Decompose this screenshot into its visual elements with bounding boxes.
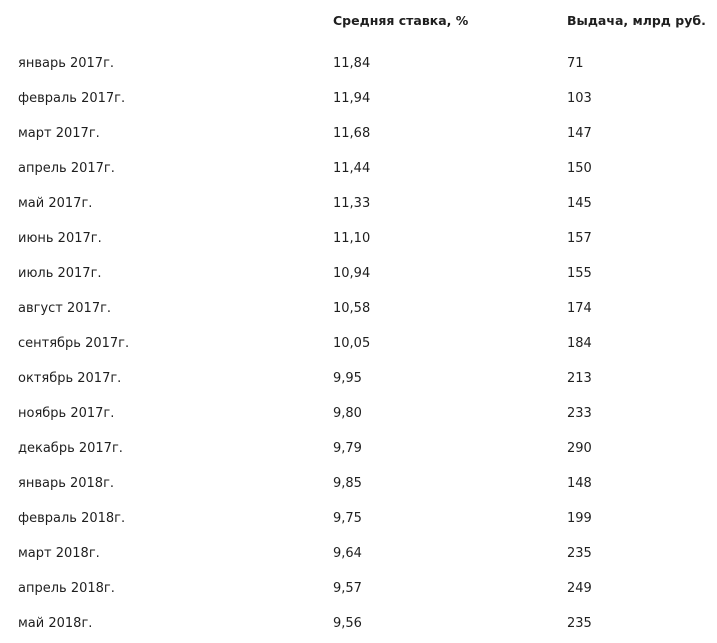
cell-volume: 235 (567, 616, 592, 631)
cell-month: апрель 2018г. (18, 581, 115, 596)
cell-rate: 9,80 (333, 406, 362, 421)
cell-rate: 10,94 (333, 266, 371, 281)
table-row: июнь 2017г. 11,10 157 (0, 223, 717, 258)
cell-volume: 290 (567, 441, 592, 456)
cell-rate: 11,84 (333, 56, 371, 71)
cell-rate: 9,64 (333, 546, 362, 561)
cell-rate: 9,95 (333, 371, 362, 386)
cell-volume: 235 (567, 546, 592, 561)
cell-month: октябрь 2017г. (18, 371, 122, 386)
cell-volume: 174 (567, 301, 592, 316)
cell-month: сентябрь 2017г. (18, 336, 130, 351)
cell-month: январь 2018г. (18, 476, 115, 491)
table-row: февраль 2018г. 9,75 199 (0, 503, 717, 538)
table-header-row: Средняя ставка, % Выдача, млрд руб. (0, 0, 717, 35)
table-body: январь 2017г. 11,84 71 февраль 2017г. 11… (0, 48, 717, 643)
table-row: март 2018г. 9,64 235 (0, 538, 717, 573)
cell-rate: 11,44 (333, 161, 371, 176)
cell-rate: 9,56 (333, 616, 362, 631)
cell-rate: 11,68 (333, 126, 371, 141)
header-average-rate: Средняя ставка, % (333, 13, 469, 28)
table-row: май 2018г. 9,56 235 (0, 608, 717, 643)
cell-rate: 9,79 (333, 441, 362, 456)
cell-month: март 2018г. (18, 546, 100, 561)
cell-volume: 157 (567, 231, 592, 246)
table-row: август 2017г. 10,58 174 (0, 293, 717, 328)
cell-rate: 11,94 (333, 91, 371, 106)
cell-volume: 147 (567, 126, 592, 141)
cell-month: декабрь 2017г. (18, 441, 123, 456)
cell-month: апрель 2017г. (18, 161, 115, 176)
cell-volume: 155 (567, 266, 592, 281)
cell-rate: 11,33 (333, 196, 371, 211)
cell-rate: 9,57 (333, 581, 362, 596)
cell-month: февраль 2018г. (18, 511, 126, 526)
table-row: январь 2017г. 11,84 71 (0, 48, 717, 83)
cell-month: май 2018г. (18, 616, 93, 631)
table-row: сентябрь 2017г. 10,05 184 (0, 328, 717, 363)
cell-month: январь 2017г. (18, 56, 115, 71)
cell-month: март 2017г. (18, 126, 100, 141)
cell-volume: 184 (567, 336, 592, 351)
cell-rate: 10,05 (333, 336, 371, 351)
table-row: апрель 2017г. 11,44 150 (0, 153, 717, 188)
cell-volume: 199 (567, 511, 592, 526)
cell-month: июль 2017г. (18, 266, 102, 281)
table-row: декабрь 2017г. 9,79 290 (0, 433, 717, 468)
cell-volume: 150 (567, 161, 592, 176)
cell-volume: 148 (567, 476, 592, 491)
cell-rate: 10,58 (333, 301, 371, 316)
table-row: январь 2018г. 9,85 148 (0, 468, 717, 503)
cell-rate: 9,85 (333, 476, 362, 491)
cell-month: ноябрь 2017г. (18, 406, 115, 421)
cell-month: май 2017г. (18, 196, 93, 211)
cell-volume: 249 (567, 581, 592, 596)
cell-volume: 233 (567, 406, 592, 421)
table-row: май 2017г. 11,33 145 (0, 188, 717, 223)
table-row: март 2017г. 11,68 147 (0, 118, 717, 153)
cell-volume: 213 (567, 371, 592, 386)
cell-volume: 145 (567, 196, 592, 211)
table-row: ноябрь 2017г. 9,80 233 (0, 398, 717, 433)
table-row: июль 2017г. 10,94 155 (0, 258, 717, 293)
cell-volume: 71 (567, 56, 584, 71)
cell-month: июнь 2017г. (18, 231, 102, 246)
table-row: октябрь 2017г. 9,95 213 (0, 363, 717, 398)
header-issuance-volume: Выдача, млрд руб. (567, 13, 706, 28)
cell-rate: 11,10 (333, 231, 371, 246)
cell-volume: 103 (567, 91, 592, 106)
table-row: февраль 2017г. 11,94 103 (0, 83, 717, 118)
table-row: апрель 2018г. 9,57 249 (0, 573, 717, 608)
cell-rate: 9,75 (333, 511, 362, 526)
cell-month: февраль 2017г. (18, 91, 126, 106)
cell-month: август 2017г. (18, 301, 112, 316)
